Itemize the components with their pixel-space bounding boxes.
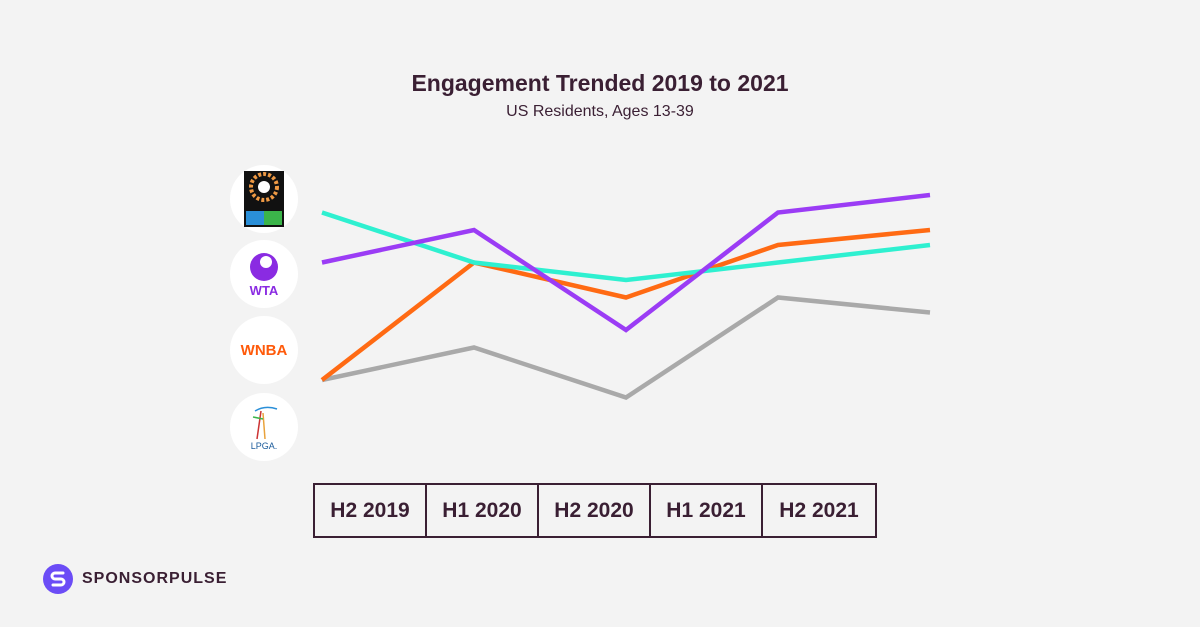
lpga-logo: LPGA. <box>230 393 298 461</box>
sponsorpulse-logo-icon <box>43 564 73 594</box>
series-line-wnba <box>320 227 931 382</box>
chart-subtitle: US Residents, Ages 13-39 <box>506 103 694 120</box>
series-line-lpga <box>321 295 931 400</box>
category-axis: H2 2019 H1 2020 H2 2020 H1 2021 H2 2021 <box>313 483 877 538</box>
series-line-wta <box>321 192 931 333</box>
wnba-logo: WNBA <box>230 316 298 384</box>
wnba-logo-text: WNBA <box>240 341 288 359</box>
lpga-logo-text: LPGA. <box>250 441 278 451</box>
wta-logo: WTA <box>230 240 298 308</box>
x-tick-label: H2 2019 <box>315 485 427 536</box>
fifa-womens-world-cup-logo <box>230 165 298 233</box>
sponsorpulse-brand: SPONSORPULSE <box>43 564 227 594</box>
brand-name: SPONSORPULSE <box>82 570 228 587</box>
x-tick-label: H2 2021 <box>779 498 859 522</box>
x-tick-label: H1 2020 <box>427 485 539 536</box>
chart-title: Engagement Trended 2019 to 2021 <box>411 70 789 96</box>
wta-logo-text: WTA <box>249 282 279 298</box>
series-line-fifa <box>321 210 931 283</box>
x-tick-label: H1 2021 <box>651 485 763 536</box>
x-tick-label: H2 2020 <box>539 485 651 536</box>
